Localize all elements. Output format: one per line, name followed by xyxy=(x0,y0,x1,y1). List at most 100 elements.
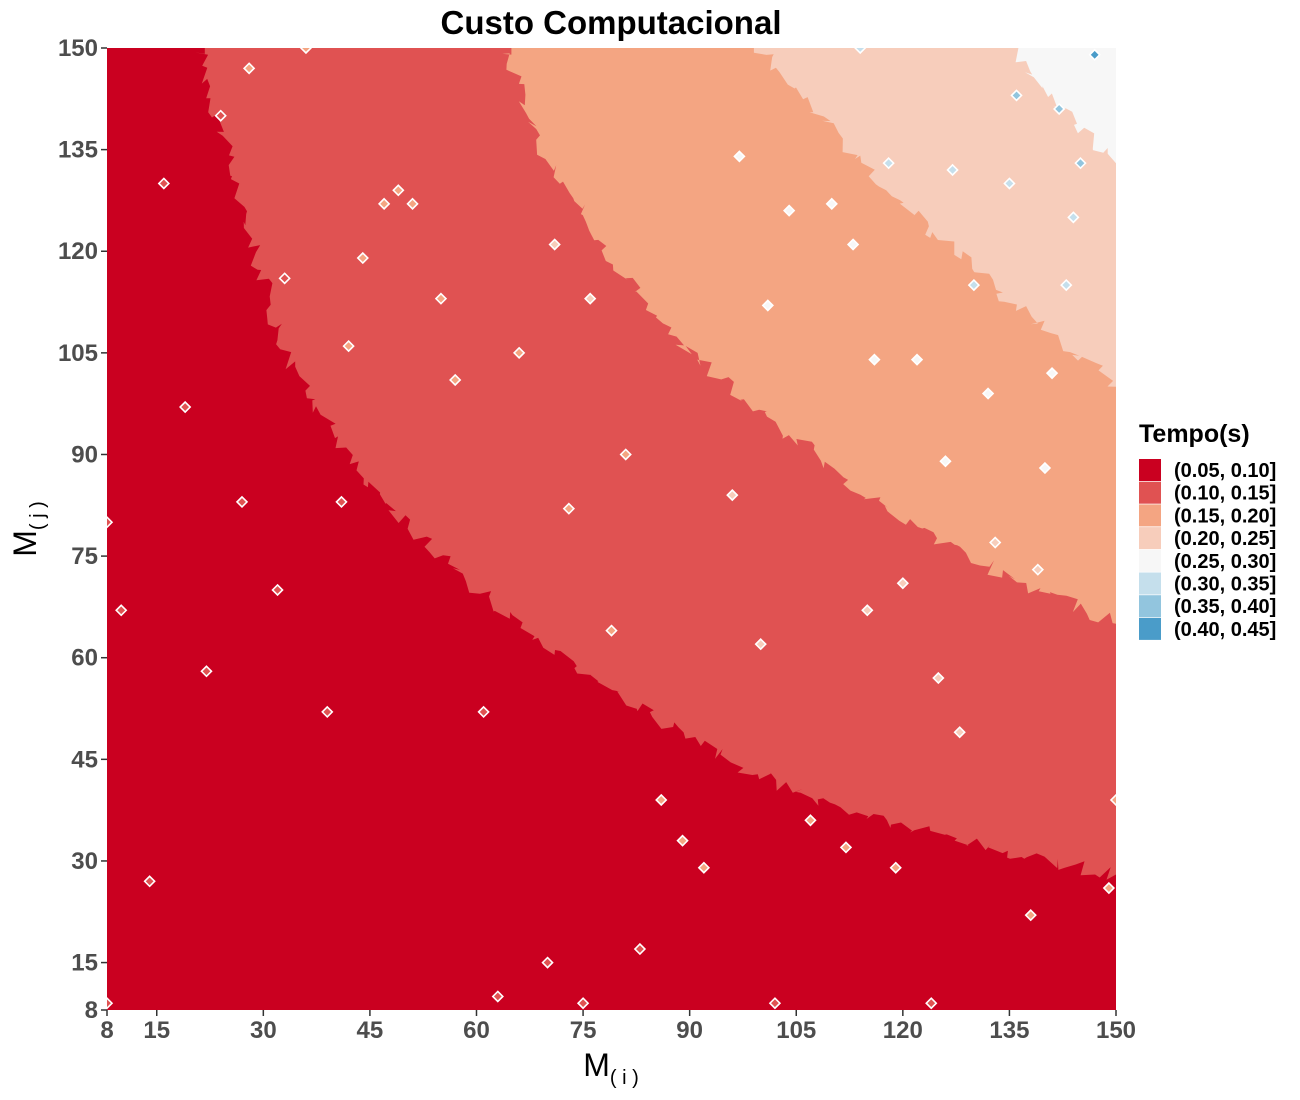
band-bin-3 xyxy=(753,48,1116,387)
x-tick-label-120: 120 xyxy=(883,1017,923,1044)
outlier-point-10 xyxy=(271,583,284,597)
outlier-point-39 xyxy=(761,299,774,312)
outlier-point-34 xyxy=(676,834,689,847)
y-tick-label-150: 150 xyxy=(58,35,98,62)
y-tick-label-60: 60 xyxy=(71,645,98,672)
y-tick-label-75: 75 xyxy=(71,543,98,570)
outlier-point-25 xyxy=(541,956,554,969)
outlier-point-4 xyxy=(157,177,170,190)
legend-label-1: (0.10, 0.15] xyxy=(1174,483,1276,505)
x-tick-label-150: 150 xyxy=(1096,1017,1136,1044)
legend-swatch-0 xyxy=(1139,459,1161,481)
x-tick-label-15: 15 xyxy=(143,1017,170,1044)
outlier-point-19 xyxy=(406,197,419,210)
outlier-point-48 xyxy=(868,353,881,366)
outlier-point-69 xyxy=(1067,211,1080,224)
outlier-point-27 xyxy=(562,502,575,515)
outlier-point-59 xyxy=(981,387,995,400)
outlier-point-7 xyxy=(214,109,227,122)
legend-title: Tempo(s) xyxy=(1139,420,1250,448)
outlier-point-28 xyxy=(576,997,590,1010)
y-axis: 8 15 30 45 60 75 90 105 120 135 150 xyxy=(58,35,107,1024)
x-tick-label-30: 30 xyxy=(250,1017,277,1044)
outlier-point-38 xyxy=(754,638,767,651)
y-tick-label-30: 30 xyxy=(71,848,98,875)
legend: Tempo(s) (0.05, 0.10](0.10, 0.15](0.15, … xyxy=(1139,420,1276,641)
y-axis-title-main: M xyxy=(7,530,43,557)
outlier-point-47 xyxy=(861,604,874,617)
outlier-point-20 xyxy=(434,292,448,305)
outlier-point-37 xyxy=(733,150,746,163)
outlier-point-67 xyxy=(1053,102,1066,116)
outlier-point-32 xyxy=(633,942,647,956)
outlier-point-62 xyxy=(1010,89,1023,102)
x-axis-title: M( i ) xyxy=(583,1047,639,1089)
outlier-point-12 xyxy=(299,48,313,55)
outlier-point-40 xyxy=(768,997,782,1010)
outlier-point-65 xyxy=(1038,461,1052,475)
outlier-point-50 xyxy=(889,861,902,874)
legend-swatch-7 xyxy=(1139,617,1161,640)
y-tick-label-15: 15 xyxy=(71,950,98,977)
outlier-point-35 xyxy=(697,861,711,874)
outlier-point-64 xyxy=(1031,563,1044,576)
outlier-point-45 xyxy=(846,238,860,251)
outlier-point-70 xyxy=(1074,157,1087,170)
outlier-point-36 xyxy=(726,488,739,502)
outlier-point-58 xyxy=(967,278,981,292)
outlier-point-18 xyxy=(392,184,405,197)
outlier-point-3 xyxy=(143,875,156,888)
outlier-point-55 xyxy=(939,455,952,468)
y-axis-title: M( j ) xyxy=(7,501,49,557)
outlier-point-53 xyxy=(925,997,938,1010)
outlier-point-52 xyxy=(910,353,924,366)
outlier-point-57 xyxy=(953,726,966,739)
outlier-point-9 xyxy=(242,62,256,75)
outlier-point-61 xyxy=(1003,177,1016,190)
outlier-point-72 xyxy=(1102,881,1116,895)
outlier-point-13 xyxy=(321,705,334,719)
outlier-point-29 xyxy=(584,292,597,305)
outlier-point-51 xyxy=(896,577,909,590)
outlier-point-8 xyxy=(235,495,249,509)
x-axis-title-main: M xyxy=(583,1047,610,1083)
y-tick-label-135: 135 xyxy=(58,137,98,164)
outlier-point-0 xyxy=(107,516,114,529)
outlier-point-42 xyxy=(804,814,817,827)
outlier-point-43 xyxy=(825,197,838,210)
outlier-point-56 xyxy=(946,163,959,177)
x-tick-label-8: 8 xyxy=(100,1017,113,1044)
y-tick-label-90: 90 xyxy=(71,441,98,468)
x-axis-title-subscript: ( i ) xyxy=(610,1067,639,1089)
outlier-point-1 xyxy=(107,997,114,1010)
legend-swatch-2 xyxy=(1139,504,1161,527)
legend-label-3: (0.20, 0.25] xyxy=(1174,528,1276,550)
outlier-point-23 xyxy=(491,990,504,1003)
x-tick-label-45: 45 xyxy=(357,1017,384,1044)
outlier-point-30 xyxy=(605,624,618,637)
outlier-point-63 xyxy=(1024,909,1037,922)
legend-label-7: (0.40, 0.45] xyxy=(1174,619,1276,641)
heatmap-bands xyxy=(107,48,1116,1010)
outlier-point-31 xyxy=(619,448,632,461)
x-axis: 8 15 30 45 60 75 90 105 120 135 150 xyxy=(100,1010,1136,1044)
outlier-point-66 xyxy=(1045,367,1059,380)
x-tick-label-135: 135 xyxy=(989,1017,1029,1044)
legend-entries: (0.05, 0.10](0.10, 0.15](0.15, 0.20](0.2… xyxy=(1139,459,1276,641)
outlier-points xyxy=(107,48,1116,1010)
legend-label-4: (0.25, 0.30] xyxy=(1174,551,1276,573)
outlier-point-73 xyxy=(1109,793,1116,807)
legend-swatch-3 xyxy=(1139,527,1161,550)
y-tick-label-45: 45 xyxy=(71,746,98,773)
outlier-point-15 xyxy=(342,339,355,353)
legend-label-5: (0.30, 0.35] xyxy=(1174,574,1276,596)
outlier-point-41 xyxy=(783,204,796,217)
y-axis-title-subscript: ( j ) xyxy=(27,501,49,530)
x-tick-label-90: 90 xyxy=(676,1017,703,1044)
legend-swatch-6 xyxy=(1139,595,1161,618)
outlier-point-46 xyxy=(854,48,867,55)
legend-swatch-1 xyxy=(1139,481,1161,504)
legend-swatch-4 xyxy=(1139,549,1161,572)
outlier-point-60 xyxy=(989,536,1002,549)
